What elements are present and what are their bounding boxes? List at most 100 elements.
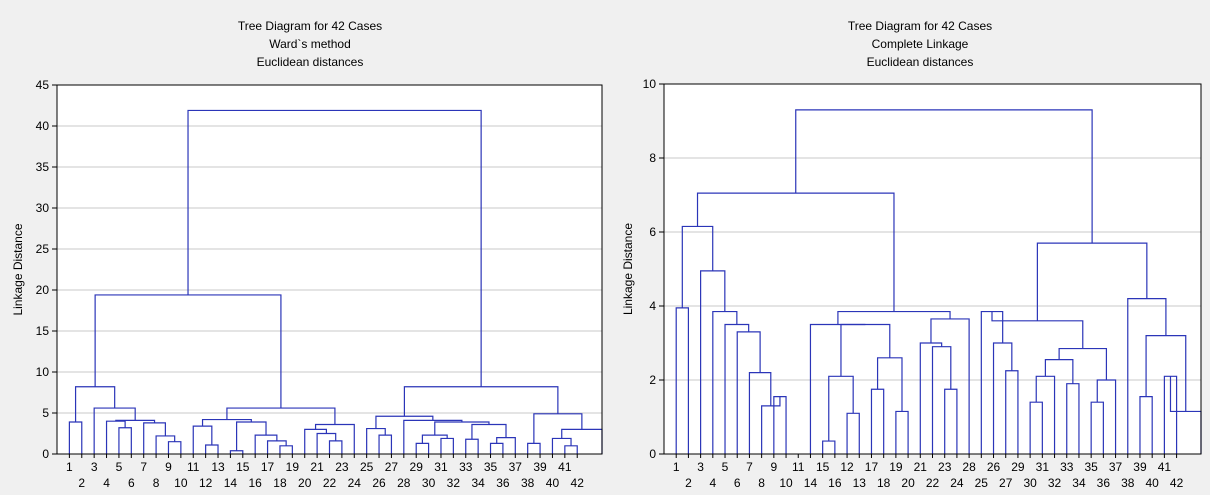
y-tick-label: 45 [36,78,50,92]
leaf-label: 27 [999,476,1013,490]
leaf-label: 2 [685,476,692,490]
leaf-label: 20 [298,476,312,490]
leaf-label: 19 [286,460,300,474]
leaf-label: 42 [571,476,585,490]
plot-border [663,83,1202,455]
leaf-label: 25 [975,476,989,490]
leaf-label: 11 [792,460,805,474]
leaf-label: 41 [1158,460,1172,474]
leaf-label: 39 [1133,460,1147,474]
leaf-label: 24 [950,476,964,490]
leaf-label: 28 [397,476,411,490]
leaf-label: 5 [116,460,123,474]
leaf-label: 34 [1072,476,1086,490]
leaf-label: 2 [78,476,85,490]
leaf-label: 3 [697,460,704,474]
chart-subtitle: Euclidean distances [867,55,974,69]
leaf-label: 23 [938,460,952,474]
leaf-label: 26 [987,460,1001,474]
leaf-label: 28 [962,460,976,474]
leaf-label: 37 [1109,460,1123,474]
leaf-label: 7 [746,460,753,474]
leaf-label: 42 [1170,476,1184,490]
leaf-label: 33 [459,460,473,474]
y-tick-label: 30 [36,201,50,215]
leaf-label: 30 [422,476,436,490]
leaf-label: 16 [249,476,263,490]
chart-subtitle: Complete Linkage [872,37,969,51]
leaf-label: 14 [804,476,818,490]
leaf-label: 29 [410,460,424,474]
leaf-label: 23 [335,460,349,474]
leaf-label: 36 [1097,476,1111,490]
leaf-label: 32 [447,476,461,490]
leaf-label: 9 [165,460,172,474]
y-tick-label: 25 [36,242,50,256]
leaf-label: 37 [509,460,523,474]
leaf-label: 17 [261,460,275,474]
y-tick-label: 2 [649,373,656,387]
leaf-label: 1 [673,460,680,474]
leaf-label: 21 [310,460,324,474]
leaf-label: 12 [199,476,213,490]
dendrogram-link [795,109,1093,244]
leaf-label: 20 [901,476,915,490]
leaf-label: 36 [496,476,510,490]
dendrogram-link [809,323,866,454]
y-tick-label: 10 [36,365,50,379]
y-tick-label: 0 [649,447,656,461]
leaf-label: 7 [140,460,147,474]
y-tick-label: 4 [649,299,656,313]
leaf-label: 40 [1146,476,1160,490]
leaf-label: 24 [348,476,362,490]
leaf-label: 6 [734,476,741,490]
leaf-label: 13 [211,460,225,474]
leaf-label: 11 [187,460,200,474]
leaf-label: 21 [914,460,928,474]
leaf-label: 18 [877,476,891,490]
leaf-label: 33 [1060,460,1074,474]
leaf-label: 26 [372,476,386,490]
leaf-label: 8 [153,476,160,490]
leaf-label: 25 [360,460,374,474]
leaf-label: 38 [1121,476,1135,490]
leaf-label: 12 [840,460,854,474]
leaf-label: 13 [853,476,867,490]
leaf-label: 41 [558,460,572,474]
plot-border [56,84,603,455]
leaf-label: 10 [174,476,188,490]
leaf-label: 31 [1036,460,1050,474]
leaf-label: 31 [434,460,448,474]
y-tick-label: 0 [42,447,49,461]
leaf-label: 35 [484,460,498,474]
dendrogram-link [187,109,482,387]
y-axis-label: Linkage Distance [621,223,635,315]
chart-subtitle: Ward`s method [269,37,351,51]
leaf-label: 38 [521,476,535,490]
leaf-label: 40 [546,476,560,490]
leaf-label: 34 [471,476,485,490]
leaf-label: 18 [273,476,287,490]
leaf-label: 30 [1023,476,1037,490]
chart-title: Tree Diagram for 42 Cases [238,19,382,33]
y-tick-label: 8 [649,151,656,165]
leaf-label: 6 [128,476,135,490]
y-tick-label: 40 [36,119,50,133]
leaf-label: 1 [66,460,73,474]
leaf-label: 8 [758,476,765,490]
y-tick-label: 10 [643,77,657,91]
leaf-label: 9 [770,460,777,474]
leaf-label: 39 [533,460,547,474]
leaf-label: 10 [779,476,793,490]
leaf-label: 3 [91,460,98,474]
leaf-label: 5 [722,460,729,474]
y-tick-label: 35 [36,160,50,174]
leaf-label: 16 [828,476,842,490]
y-tick-label: 15 [36,324,50,338]
leaf-label: 32 [1048,476,1062,490]
y-tick-label: 5 [42,406,49,420]
leaf-label: 17 [865,460,879,474]
